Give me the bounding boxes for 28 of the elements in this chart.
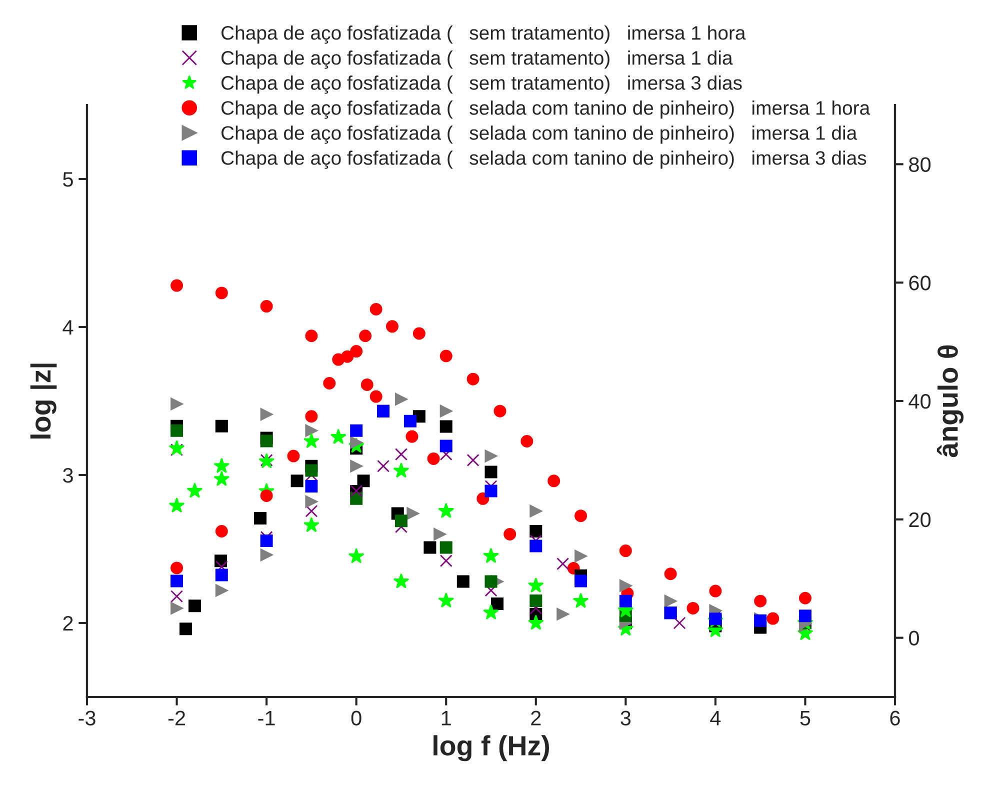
x-axis-title: log f (Hz) [434, 735, 550, 762]
legend-label: Chapa de aço fosfatizada ( selada com tanino de pinheiro) imersa 1 dia [221, 126, 858, 144]
legend-label: Chapa de aço fosfatizada ( sem tratamento) imersa 3 dias [221, 76, 742, 94]
y-tick-label: 5 [63, 172, 73, 187]
x-tick-label: -2 [168, 710, 185, 726]
legend-label: Chapa de aço fosfatizada ( selada com tanino de pinheiro) imersa 1 hora [221, 100, 870, 119]
y2-tick-label: 0 [909, 630, 919, 646]
y2-axis-title: ângulo θ [936, 345, 964, 458]
y2-tick-label: 60 [909, 276, 931, 290]
x-tick-label: -3 [78, 710, 96, 726]
x-tick-label: 2 [531, 710, 541, 726]
x-tick-label: 1 [442, 710, 451, 726]
y-tick-label: 3 [63, 468, 73, 483]
x-tick-label: 6 [890, 710, 900, 726]
x-tick-label: 5 [800, 710, 810, 726]
y2-tick-label: 40 [908, 394, 931, 409]
x-tick-label: 3 [620, 710, 631, 726]
x-tick-label: -1 [258, 710, 275, 726]
legend-label: Chapa de aço fosfatizada ( sem tratamento) imersa 1 hora [221, 26, 746, 44]
y2-tick-label: 20 [909, 512, 931, 528]
y-tick-label: 4 [62, 320, 74, 335]
legend-label: Chapa de aço fosfatizada ( sem tratamento) imersa 1 dia [221, 50, 733, 69]
x-tick-label: 4 [710, 710, 721, 726]
y-tick-label: 2 [63, 616, 73, 631]
y-axis-title: log |z| [30, 364, 57, 438]
x-tick-label: 0 [351, 710, 362, 726]
legend-label: Chapa de aço fosfatizada ( selada com tanino de pinheiro) imersa 3 dias [221, 150, 866, 169]
y2-tick-label: 80 [909, 157, 931, 172]
